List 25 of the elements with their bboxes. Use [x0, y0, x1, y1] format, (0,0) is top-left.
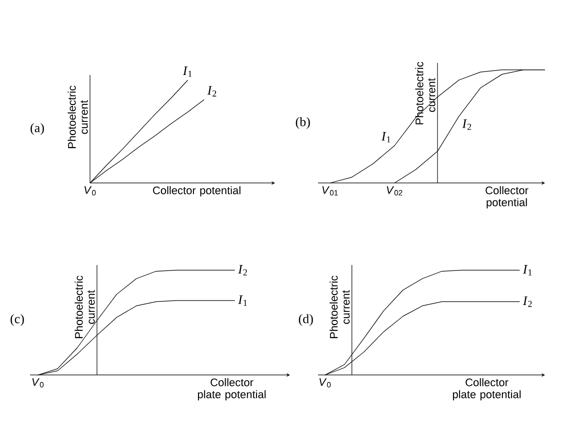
- text: (c): [10, 314, 24, 326]
- text: V$_{0}$: [84, 186, 96, 196]
- x-axis-title: Collector plate potential: [452, 378, 521, 400]
- x-axis-title: Collector potential: [153, 186, 240, 196]
- series-label: I$_{1}$: [182, 66, 192, 77]
- series-label: I$_{2}$: [522, 296, 532, 307]
- y-axis-title: Photoelectric current: [74, 276, 95, 338]
- series-label: I$_{1}$: [522, 265, 532, 276]
- text: V$_{02}$: [386, 186, 402, 196]
- text: V$_{0}$: [319, 378, 331, 388]
- series-label: I$_{1}$: [381, 132, 390, 142]
- series-label: I$_{2}$: [462, 119, 472, 130]
- series-label: I$_{2}$: [207, 86, 216, 96]
- text: (b): [296, 117, 310, 129]
- text: V$_{0}$: [32, 378, 44, 388]
- series-label: I$_{1}$: [238, 295, 247, 306]
- y-axis-title: Photoelectric current: [415, 62, 436, 124]
- y-axis-title: Photoelectric current: [68, 86, 88, 148]
- series-label: I$_{2}$: [238, 265, 247, 276]
- x-axis-title: Collector plate potential: [198, 378, 266, 400]
- x-axis-title: Collector potential: [486, 186, 528, 208]
- y-axis-title: Photoelectric current: [330, 276, 350, 338]
- text: (d): [298, 314, 313, 326]
- text: (a): [30, 123, 44, 135]
- text: V$_{01}$: [322, 186, 338, 196]
